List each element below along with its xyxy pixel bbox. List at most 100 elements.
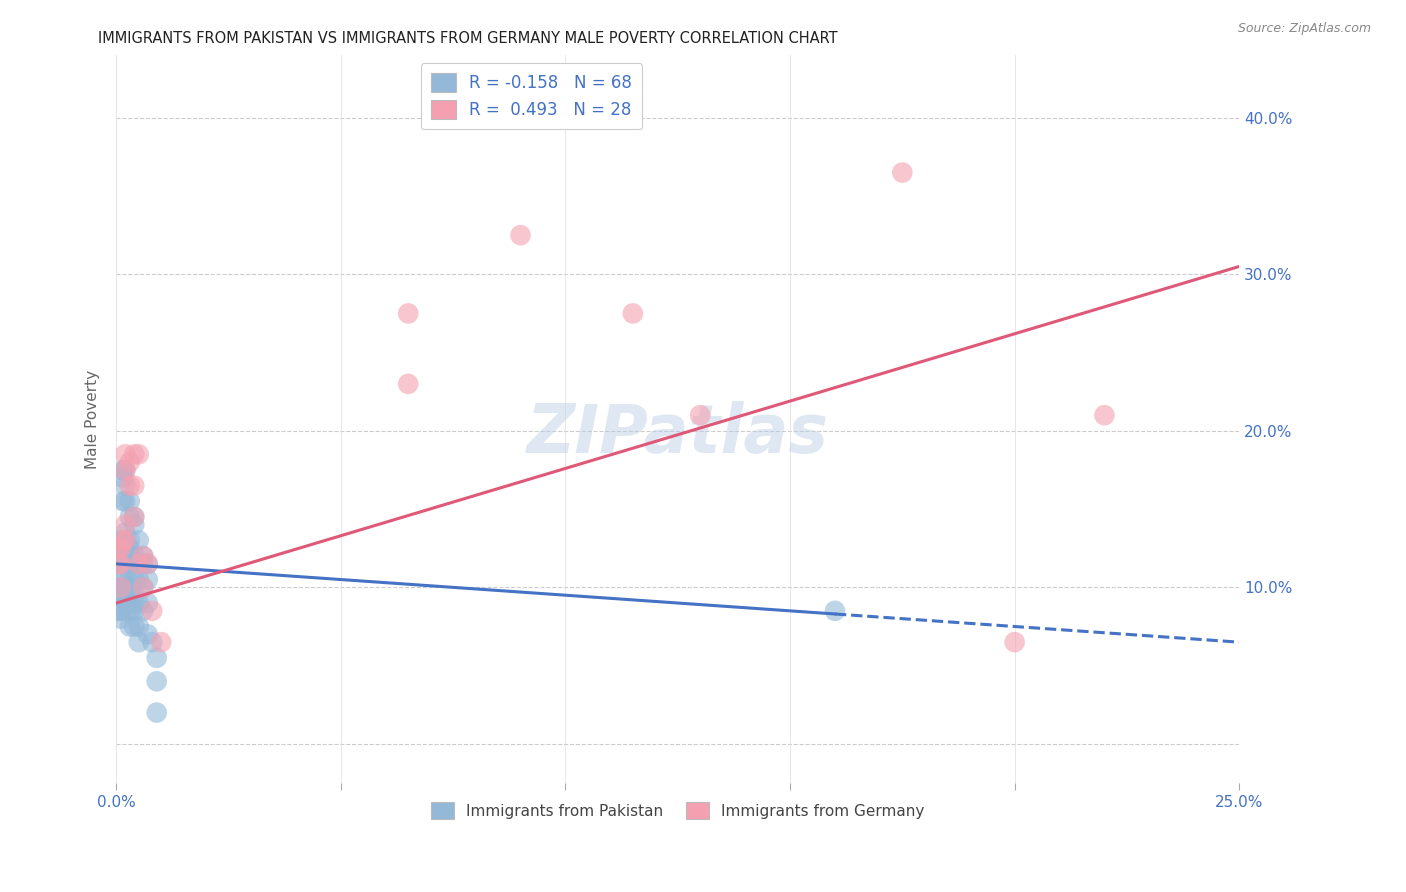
Point: [107, 557, 129, 571]
Point: [136, 573, 159, 587]
Point: [110, 580, 132, 594]
Point: [114, 463, 136, 477]
Point: [110, 541, 132, 556]
Point: [107, 588, 129, 602]
Point: [107, 580, 129, 594]
Point: [114, 541, 136, 556]
Point: [118, 580, 141, 594]
Point: [110, 557, 132, 571]
Text: IMMIGRANTS FROM PAKISTAN VS IMMIGRANTS FROM GERMANY MALE POVERTY CORRELATION CHA: IMMIGRANTS FROM PAKISTAN VS IMMIGRANTS F…: [98, 31, 838, 46]
Point: [111, 533, 134, 548]
Point: [118, 604, 141, 618]
Point: [118, 533, 141, 548]
Point: [114, 580, 136, 594]
Point: [118, 510, 141, 524]
Point: [1004, 635, 1026, 649]
Point: [114, 604, 136, 618]
Point: [114, 517, 136, 532]
Point: [114, 549, 136, 563]
Point: [1094, 408, 1116, 422]
Point: [132, 557, 155, 571]
Point: [122, 447, 145, 461]
Point: [128, 619, 150, 633]
Point: [114, 463, 136, 477]
Point: [118, 588, 141, 602]
Point: [107, 541, 129, 556]
Text: Source: ZipAtlas.com: Source: ZipAtlas.com: [1237, 22, 1371, 36]
Point: [128, 573, 150, 587]
Point: [114, 533, 136, 548]
Point: [110, 580, 132, 594]
Point: [107, 557, 129, 571]
Point: [128, 447, 150, 461]
Point: [110, 612, 132, 626]
Point: [122, 573, 145, 587]
Point: [114, 525, 136, 540]
Legend: Immigrants from Pakistan, Immigrants from Germany: Immigrants from Pakistan, Immigrants fro…: [423, 795, 932, 826]
Point: [114, 596, 136, 610]
Point: [132, 580, 155, 594]
Point: [122, 478, 145, 492]
Point: [118, 541, 141, 556]
Point: [118, 619, 141, 633]
Text: ZIPatlas: ZIPatlas: [527, 401, 828, 467]
Point: [145, 650, 167, 665]
Point: [141, 635, 163, 649]
Point: [122, 510, 145, 524]
Point: [128, 635, 150, 649]
Point: [145, 706, 167, 720]
Point: [136, 557, 159, 571]
Point: [118, 596, 141, 610]
Point: [122, 517, 145, 532]
Point: [128, 557, 150, 571]
Point: [118, 557, 141, 571]
Point: [110, 604, 132, 618]
Point: [118, 455, 141, 469]
Point: [111, 494, 134, 508]
Point: [128, 557, 150, 571]
Point: [509, 228, 531, 243]
Point: [118, 478, 141, 492]
Point: [136, 557, 159, 571]
Point: [114, 494, 136, 508]
Point: [136, 596, 159, 610]
Point: [122, 619, 145, 633]
Point: [891, 165, 914, 179]
Point: [114, 557, 136, 571]
Point: [621, 306, 644, 320]
Point: [111, 463, 134, 477]
Point: [107, 596, 129, 610]
Point: [145, 674, 167, 689]
Point: [110, 541, 132, 556]
Point: [118, 549, 141, 563]
Point: [110, 557, 132, 571]
Point: [110, 588, 132, 602]
Point: [114, 565, 136, 579]
Point: [122, 549, 145, 563]
Point: [136, 627, 159, 641]
Point: [114, 447, 136, 461]
Point: [132, 604, 155, 618]
Point: [122, 510, 145, 524]
Point: [150, 635, 173, 649]
Point: [107, 541, 129, 556]
Point: [141, 604, 163, 618]
Point: [110, 533, 132, 548]
Point: [114, 533, 136, 548]
Point: [122, 604, 145, 618]
Point: [396, 306, 419, 320]
Point: [110, 549, 132, 563]
Point: [689, 408, 711, 422]
Point: [107, 604, 129, 618]
Point: [114, 478, 136, 492]
Point: [128, 596, 150, 610]
Y-axis label: Male Poverty: Male Poverty: [86, 369, 100, 468]
Point: [132, 549, 155, 563]
Point: [118, 494, 141, 508]
Point: [110, 573, 132, 587]
Point: [111, 471, 134, 485]
Point: [110, 596, 132, 610]
Point: [122, 557, 145, 571]
Point: [132, 549, 155, 563]
Point: [396, 376, 419, 391]
